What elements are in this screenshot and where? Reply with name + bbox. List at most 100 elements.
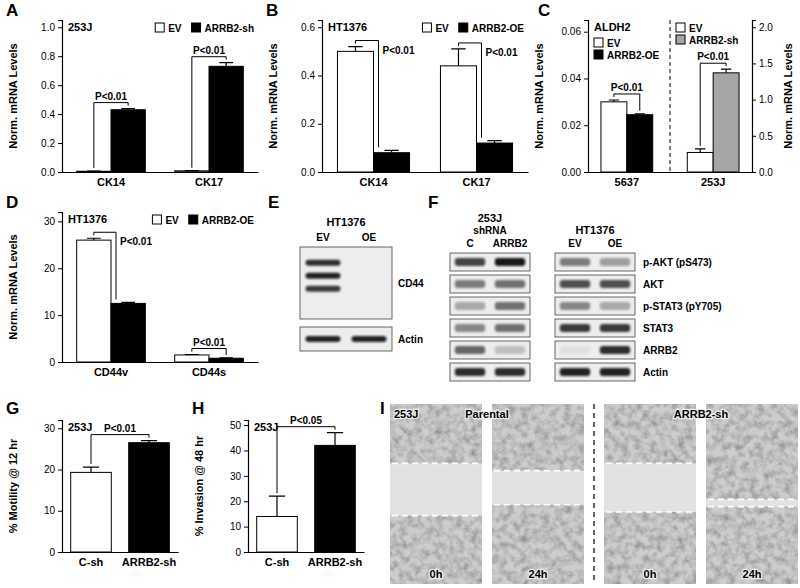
y2-tick-group: 2.0	[752, 22, 773, 33]
chart-label: 253J	[68, 421, 92, 433]
chart-label: ALDH2	[594, 21, 631, 33]
blot-strip	[450, 253, 530, 271]
bar	[175, 355, 209, 362]
blot-band	[495, 324, 525, 332]
y2-tick-label: 0.5	[759, 131, 773, 142]
y2-axis	[753, 21, 757, 173]
y-tick-label: 30	[230, 471, 242, 482]
y-tick-group: 0	[235, 547, 248, 558]
y-tick	[244, 425, 248, 426]
y-axis-group: 0102030	[44, 213, 63, 368]
x-tick-label: CK14	[97, 176, 126, 188]
y-tick-group: 20	[44, 263, 62, 274]
x-axis-group: C-shARRB2-sh	[249, 553, 365, 568]
blot-panel: EHT1376EVOECD44Actin	[268, 193, 424, 351]
y-tick	[244, 501, 248, 502]
bar	[315, 445, 356, 552]
y-tick	[58, 85, 62, 86]
y-tick-label: 0.6	[301, 22, 315, 33]
annotation: P<0.01	[104, 423, 136, 434]
annotation: P<0.01	[611, 82, 643, 93]
blot-band	[560, 280, 590, 288]
x-tick-label: 253J	[701, 176, 725, 188]
legend: EVARRB2-OE	[594, 38, 660, 61]
significance-bracket	[614, 94, 640, 111]
lane-label: OE	[608, 238, 623, 249]
y-axis-title: Norm. mRNA Levels	[533, 43, 545, 148]
y-axis	[58, 21, 63, 173]
plot-area	[77, 63, 244, 172]
y-tick	[318, 27, 322, 28]
bar	[71, 472, 112, 552]
y-tick-group: 1.0	[41, 22, 62, 33]
panel-letter: D	[6, 193, 18, 212]
blot-strip	[555, 341, 635, 359]
y-tick-label: 10	[44, 505, 56, 516]
y-tick-label: 0.04	[562, 73, 582, 84]
y-tick-group: 40	[230, 445, 248, 456]
y2-tick	[752, 172, 756, 173]
blot-band	[495, 302, 525, 310]
y-tick	[58, 27, 62, 28]
error-bar	[87, 238, 101, 240]
group-separator	[670, 20, 671, 172]
y2-axis-title: Norm. mRNA Levels	[782, 43, 794, 148]
bar	[713, 73, 739, 172]
chart: 01020304050C-shARRB2-sh% Invasion @ 48 h…	[192, 399, 365, 568]
y-axis	[584, 21, 589, 173]
y2-axis-group: 0.00.51.01.52.0	[752, 21, 773, 178]
y-tick-group: 30	[44, 216, 62, 227]
panel-letter: G	[6, 399, 19, 418]
time-label: 24h	[529, 568, 548, 580]
legend: EVARRB2-sh	[155, 23, 254, 34]
error-bar	[121, 302, 135, 304]
bar	[77, 240, 111, 362]
wound-gap	[604, 463, 696, 512]
y-axis-title: % Motility @ 12 hr	[7, 438, 19, 533]
wound-gap	[706, 499, 798, 506]
y-axis	[58, 213, 63, 363]
annotation: P<0.01	[120, 236, 152, 247]
bar	[601, 102, 627, 172]
annotation: P<0.05	[290, 415, 322, 426]
legend-swatch	[189, 215, 198, 224]
y-tick-label: 0.4	[301, 70, 315, 81]
bar	[627, 115, 653, 172]
y-tick-label: 20	[44, 263, 56, 274]
x-tick-label: CK17	[195, 176, 223, 188]
bar	[337, 51, 373, 172]
x-tick-label: CD44s	[192, 366, 226, 378]
significance-bracket	[192, 349, 226, 355]
blot-band	[495, 346, 525, 354]
y-tick	[58, 315, 62, 316]
error-bar	[87, 171, 101, 172]
y-tick-label: 0	[49, 357, 55, 368]
y-tick-group: 30	[230, 471, 248, 482]
lane-label: C	[466, 238, 473, 249]
error-bar	[348, 47, 362, 52]
y-tick	[58, 114, 62, 115]
blot-band	[306, 273, 341, 279]
chart: 0.00.20.40.60.81.0CK14CK17Norm. mRNA Lev…	[6, 1, 259, 188]
bar	[257, 516, 298, 552]
plot-area	[71, 441, 170, 552]
blot-band	[495, 368, 525, 376]
legend-swatch	[459, 23, 468, 32]
y-tick	[58, 470, 62, 471]
legend-label: ARRB2-sh	[205, 23, 254, 34]
blot-group-label: HT1376	[575, 224, 614, 236]
lane-label: EV	[316, 232, 330, 243]
blot-band	[455, 302, 485, 310]
wound-edge	[708, 506, 796, 508]
chart-label: 253J	[254, 421, 278, 433]
y-tick	[584, 172, 588, 173]
blot-band	[560, 346, 590, 354]
chart-label: HT1376	[328, 21, 367, 33]
x-tick-label: ARRB2-sh	[308, 556, 363, 568]
x-tick-label: 5637	[615, 176, 639, 188]
error-bar	[609, 100, 619, 102]
significance-bracket	[458, 43, 481, 138]
y-tick	[318, 75, 322, 76]
error-bar	[219, 357, 233, 358]
bar	[477, 143, 513, 172]
